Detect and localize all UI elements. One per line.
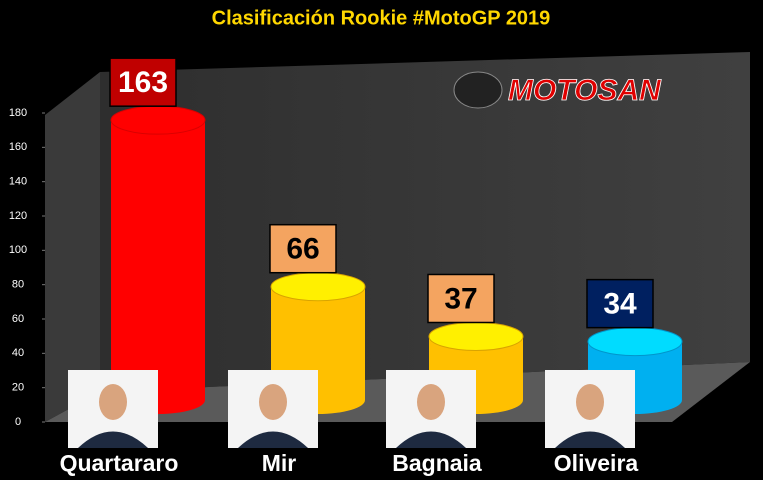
bar — [111, 120, 205, 414]
rider-photo — [228, 370, 318, 448]
rider-photo — [68, 370, 158, 448]
photo-body — [238, 431, 308, 448]
y-tick-label: 60 — [12, 313, 24, 325]
logo-text: MOTOSAN — [508, 74, 662, 107]
photo-face — [417, 384, 445, 420]
x-tick-label: Oliveira — [554, 450, 639, 476]
photo-face — [99, 384, 127, 420]
y-tick-label: 40 — [12, 347, 24, 359]
value-label-box — [586, 278, 654, 329]
y-tick-label: 20 — [12, 382, 24, 394]
y-tick-label: 80 — [12, 279, 24, 291]
y-tick-label: 120 — [9, 210, 27, 222]
value-label-box — [269, 223, 337, 274]
value-label: 34 — [603, 288, 637, 321]
x-tick-label: Mir — [262, 450, 297, 476]
rider-photo — [386, 370, 476, 448]
y-tick-label: 180 — [9, 107, 27, 119]
value-label: 66 — [286, 233, 319, 266]
x-tick-label: Quartararo — [60, 450, 179, 476]
value-label-box — [109, 57, 177, 107]
logo-icon — [453, 71, 503, 109]
logo: MOTOSAN — [453, 71, 663, 109]
bar-top — [270, 272, 366, 302]
side-wall — [45, 72, 100, 422]
x-tick-label: Bagnaia — [392, 450, 482, 476]
value-label: 37 — [444, 282, 477, 315]
photo-face — [259, 384, 287, 420]
bar-top — [428, 321, 524, 351]
photo-face — [576, 384, 604, 420]
rider-photo — [545, 370, 635, 448]
chart-title: Clasificación Rookie #MotoGP 2019 — [212, 7, 551, 29]
photo-body — [78, 431, 148, 448]
photo-body — [555, 431, 625, 448]
y-tick-label: 100 — [9, 244, 27, 256]
value-label: 163 — [118, 66, 168, 99]
photo-body — [396, 431, 466, 448]
bar-top — [587, 327, 683, 357]
y-tick-label: 0 — [15, 416, 21, 428]
bar-top — [110, 105, 206, 135]
value-label-box — [427, 273, 495, 324]
y-tick-label: 160 — [9, 141, 27, 153]
y-tick-label: 140 — [9, 176, 27, 188]
